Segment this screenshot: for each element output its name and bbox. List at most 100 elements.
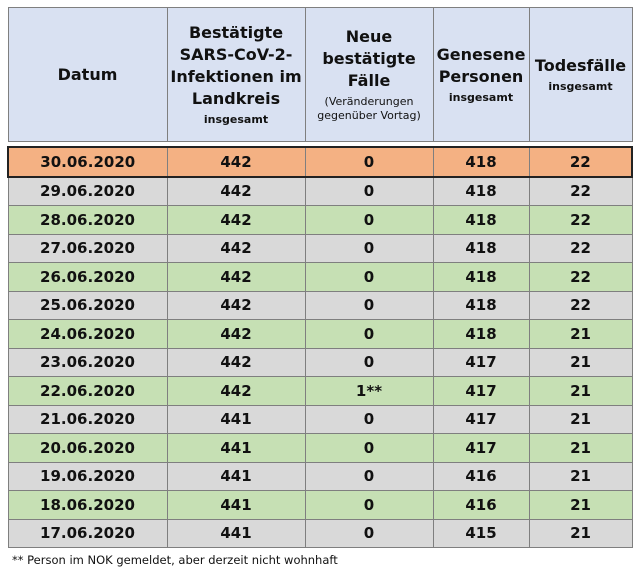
table-row: 18.06.2020 441 0 416 21 (7, 490, 633, 520)
header-datum-label: Datum (57, 64, 118, 84)
cell-genesen: 418 (432, 290, 530, 320)
cell-datum: 26.06.2020 (7, 262, 168, 292)
cell-genesen: 416 (432, 490, 530, 520)
table-header-row: Datum Bestätigte SARS-CoV-2-Infektionen … (7, 7, 633, 142)
table-body: 30.06.2020 442 0 418 22 29.06.2020 442 0… (7, 146, 633, 548)
cell-tod: 22 (528, 176, 633, 206)
table-row: 22.06.2020 442 1** 417 21 (7, 376, 633, 406)
cell-datum: 28.06.2020 (7, 205, 168, 235)
cell-bestaetigt: 442 (166, 146, 306, 178)
cell-genesen: 418 (432, 146, 530, 178)
cell-bestaetigt: 441 (166, 404, 306, 434)
cell-genesen: 418 (432, 176, 530, 206)
table-row: 28.06.2020 442 0 418 22 (7, 205, 633, 235)
cell-tod: 21 (528, 319, 633, 349)
cell-neu: 0 (304, 461, 434, 491)
cell-datum: 19.06.2020 (7, 461, 168, 491)
header-bestaetigt-sub: insgesamt (203, 113, 269, 126)
cell-tod: 21 (528, 490, 633, 520)
cell-neu: 0 (304, 518, 434, 548)
covid-statistics-table: Datum Bestätigte SARS-CoV-2-Infektionen … (7, 7, 633, 548)
cell-neu: 0 (304, 176, 434, 206)
cell-neu: 0 (304, 233, 434, 263)
cell-neu: 0 (304, 146, 434, 178)
cell-datum: 29.06.2020 (7, 176, 168, 206)
table-row: 26.06.2020 442 0 418 22 (7, 262, 633, 292)
table-row: 17.06.2020 441 0 415 21 (7, 518, 633, 548)
cell-tod: 22 (528, 205, 633, 235)
cell-neu: 0 (304, 347, 434, 377)
header-bestaetigt: Bestätigte SARS-CoV-2-Infektionen im Lan… (166, 7, 306, 142)
table-row: 21.06.2020 441 0 417 21 (7, 404, 633, 434)
cell-neu: 0 (304, 290, 434, 320)
header-genesen: Genesene Personen insgesamt (432, 7, 530, 142)
header-genesen-sub: insgesamt (448, 91, 514, 104)
table-row: 19.06.2020 441 0 416 21 (7, 461, 633, 491)
cell-bestaetigt: 442 (166, 319, 306, 349)
cell-tod: 22 (528, 290, 633, 320)
cell-datum: 20.06.2020 (7, 433, 168, 463)
cell-tod: 22 (528, 262, 633, 292)
cell-bestaetigt: 442 (166, 290, 306, 320)
cell-bestaetigt: 441 (166, 518, 306, 548)
cell-neu: 0 (304, 433, 434, 463)
cell-datum: 18.06.2020 (7, 490, 168, 520)
footnote: ** Person im NOK gemeldet, aber derzeit … (12, 553, 338, 567)
cell-genesen: 418 (432, 205, 530, 235)
cell-genesen: 418 (432, 262, 530, 292)
cell-datum: 21.06.2020 (7, 404, 168, 434)
header-datum: Datum (7, 7, 168, 142)
table-row: 24.06.2020 442 0 418 21 (7, 319, 633, 349)
header-tod: Todesfälle insgesamt (528, 7, 633, 142)
cell-neu: 0 (304, 205, 434, 235)
cell-bestaetigt: 441 (166, 461, 306, 491)
header-bestaetigt-label: Bestätigte SARS-CoV-2-Infektionen im Lan… (170, 23, 302, 108)
cell-datum: 30.06.2020 (7, 146, 168, 178)
cell-genesen: 415 (432, 518, 530, 548)
table-row: 25.06.2020 442 0 418 22 (7, 290, 633, 320)
table-row: 30.06.2020 442 0 418 22 (7, 146, 633, 178)
header-neu-label: Neue bestätigte Fälle (322, 27, 416, 90)
cell-bestaetigt: 441 (166, 490, 306, 520)
cell-tod: 22 (528, 233, 633, 263)
table-row: 20.06.2020 441 0 417 21 (7, 433, 633, 463)
cell-neu: 1** (304, 376, 434, 406)
cell-neu: 0 (304, 490, 434, 520)
cell-tod: 21 (528, 433, 633, 463)
table-row: 23.06.2020 442 0 417 21 (7, 347, 633, 377)
cell-neu: 0 (304, 319, 434, 349)
cell-datum: 25.06.2020 (7, 290, 168, 320)
cell-neu: 0 (304, 404, 434, 434)
cell-bestaetigt: 442 (166, 205, 306, 235)
cell-genesen: 417 (432, 347, 530, 377)
cell-tod: 21 (528, 461, 633, 491)
cell-genesen: 416 (432, 461, 530, 491)
cell-bestaetigt: 442 (166, 347, 306, 377)
cell-bestaetigt: 442 (166, 176, 306, 206)
cell-tod: 22 (528, 146, 633, 178)
table-row: 29.06.2020 442 0 418 22 (7, 176, 633, 206)
cell-datum: 23.06.2020 (7, 347, 168, 377)
cell-tod: 21 (528, 518, 633, 548)
cell-tod: 21 (528, 404, 633, 434)
cell-bestaetigt: 441 (166, 433, 306, 463)
cell-genesen: 417 (432, 433, 530, 463)
cell-genesen: 417 (432, 404, 530, 434)
cell-datum: 27.06.2020 (7, 233, 168, 263)
cell-genesen: 418 (432, 319, 530, 349)
header-neu-sub: (Veränderungen gegenüber Vortag) (317, 95, 421, 122)
cell-tod: 21 (528, 347, 633, 377)
cell-datum: 22.06.2020 (7, 376, 168, 406)
cell-genesen: 418 (432, 233, 530, 263)
cell-tod: 21 (528, 376, 633, 406)
cell-datum: 24.06.2020 (7, 319, 168, 349)
header-genesen-label: Genesene Personen (436, 45, 526, 86)
cell-bestaetigt: 442 (166, 376, 306, 406)
cell-bestaetigt: 442 (166, 262, 306, 292)
header-neu: Neue bestätigte Fälle (Veränderungen geg… (304, 7, 434, 142)
header-tod-label: Todesfälle (534, 56, 627, 75)
cell-datum: 17.06.2020 (7, 518, 168, 548)
header-tod-sub: insgesamt (548, 80, 613, 93)
cell-bestaetigt: 442 (166, 233, 306, 263)
cell-genesen: 417 (432, 376, 530, 406)
